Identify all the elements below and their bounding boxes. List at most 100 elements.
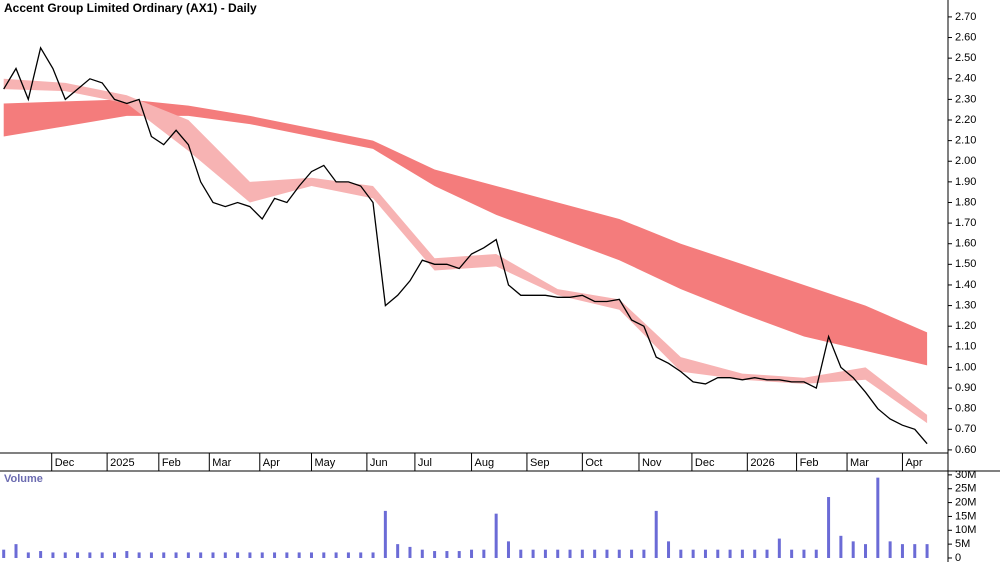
volume-bar [925, 544, 929, 558]
volume-bar [445, 551, 449, 558]
volume-bar [162, 552, 166, 558]
y-tick-label: 0.90 [955, 382, 976, 394]
volume-bar [408, 546, 412, 558]
x-tick-label: Jun [370, 457, 388, 469]
y-tick-label: 1.30 [955, 299, 976, 311]
volume-bar [359, 552, 363, 558]
volume-bar [482, 549, 486, 558]
volume-bar [679, 549, 683, 558]
y-tick-label: 10M [955, 524, 976, 536]
volume-bar [506, 541, 510, 558]
volume-bar [543, 549, 547, 558]
volume-bar [371, 552, 375, 558]
plot: 2.70 2.60 2.50 2.40 2.30 2.20 2.10 2.00 1.90 1.80… [2, 11, 976, 562]
y-tick-label: 1.20 [955, 320, 976, 332]
volume-bar [814, 549, 818, 558]
y-tick-label: 1.00 [955, 361, 976, 373]
volume-bar [593, 549, 597, 558]
volume-bar [728, 549, 732, 558]
x-tick-label: Mar [850, 457, 869, 469]
y-tick-label: 1.90 [955, 176, 976, 188]
x-tick-label: Feb [162, 457, 181, 469]
volume-bar [790, 549, 794, 558]
volume-bar [605, 549, 609, 558]
volume-bar [519, 549, 523, 558]
volume-title: Volume [4, 473, 43, 485]
y-tick-label: 2.20 [955, 114, 976, 126]
volume-bar [667, 541, 671, 558]
volume-bar [174, 552, 178, 558]
y-tick-label: 1.50 [955, 258, 976, 270]
volume-bar [88, 552, 92, 558]
volume-bar [531, 549, 535, 558]
volume-bar [703, 549, 707, 558]
y-tick-label: 25M [955, 483, 976, 495]
x-tick-label: Mar [212, 457, 231, 469]
x-tick-label: Dec [695, 457, 715, 469]
volume-bar [556, 549, 560, 558]
x-tick-label: 2025 [110, 457, 134, 469]
volume-bar [100, 552, 104, 558]
volume-bar [876, 477, 880, 558]
y-tick-label: 0.70 [955, 423, 976, 435]
y-tick-label: 20M [955, 496, 976, 508]
volume-bar [63, 552, 67, 558]
volume-bar [346, 552, 350, 558]
volume-bar [383, 510, 387, 558]
y-tick-label: 1.40 [955, 279, 976, 291]
x-tick-label: Feb [800, 457, 819, 469]
volume-bar [273, 552, 277, 558]
volume-bar [334, 552, 338, 558]
y-tick-label: 1.10 [955, 341, 976, 353]
volume-bar [716, 549, 720, 558]
volume-bar [568, 549, 572, 558]
volume-bar [753, 549, 757, 558]
y-tick-label: 5M [955, 538, 970, 550]
volume-bar [802, 549, 806, 558]
volume-bar [765, 549, 769, 558]
y-tick-label: 0.60 [955, 444, 976, 456]
volume-bar [2, 549, 6, 558]
band [3, 99, 928, 366]
volume-bar [913, 544, 917, 558]
volume-bar [827, 497, 831, 558]
volume-bar [260, 552, 264, 558]
volume-bar [580, 549, 584, 558]
volume-bar [900, 544, 904, 558]
y-tick-label: 1.80 [955, 196, 976, 208]
volume-bar [285, 552, 289, 558]
volume-bar [248, 552, 252, 558]
volume-bar [186, 552, 190, 558]
volume-bar [396, 544, 400, 558]
y-tick-label: 1.70 [955, 217, 976, 229]
x-tick-label: Jul [418, 457, 432, 469]
volume-bar [470, 549, 474, 558]
volume-bar [630, 549, 634, 558]
volume-bar [494, 513, 498, 558]
volume-bar [322, 552, 326, 558]
y-tick-label: 0 [955, 552, 961, 562]
volume-bar [149, 552, 153, 558]
volume-bar [137, 552, 141, 558]
x-tick-label: Aug [475, 457, 495, 469]
chart-title: Accent Group Limited Ordinary (AX1) - Da… [4, 1, 257, 15]
y-tick-label: 2.00 [955, 155, 976, 167]
volume-bar [839, 535, 843, 558]
x-tick-label: May [314, 457, 335, 469]
volume-bar [433, 551, 437, 558]
volume-bar [14, 544, 18, 558]
x-tick-label: Sep [530, 457, 550, 469]
volume-bar [211, 552, 215, 558]
volume-bar [112, 552, 116, 558]
x-tick-label: Dec [55, 457, 75, 469]
volume-bar [51, 552, 55, 558]
y-tick-label: 2.40 [955, 73, 976, 85]
bands [3, 78, 928, 424]
volume-bar [864, 544, 868, 558]
volume-bar [457, 551, 461, 558]
volume-bar [236, 552, 240, 558]
volume-bar [309, 552, 313, 558]
